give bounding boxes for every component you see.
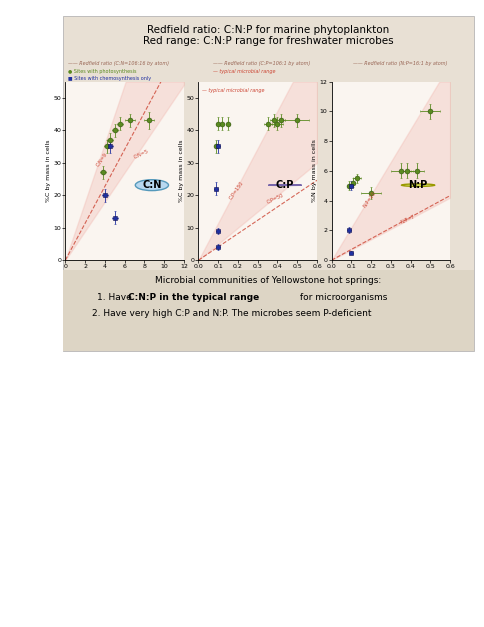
Text: — typical microbial range: — typical microbial range xyxy=(202,88,264,93)
Text: ■ Sites with chemosynthesis only: ■ Sites with chemosynthesis only xyxy=(68,76,151,81)
Text: C:P: C:P xyxy=(276,180,294,190)
Text: C:N=5: C:N=5 xyxy=(133,149,150,160)
Text: C:N:P in the typical range: C:N:P in the typical range xyxy=(128,293,259,302)
Text: C:N: C:N xyxy=(142,180,162,190)
Text: N:P: N:P xyxy=(408,180,428,190)
Circle shape xyxy=(136,180,168,191)
Text: —— Redfield ratio (C:P=106:1 by atom): —— Redfield ratio (C:P=106:1 by atom) xyxy=(213,61,310,66)
Text: —— Redfield ratio (C:N=106:16 by atom): —— Redfield ratio (C:N=106:16 by atom) xyxy=(68,61,169,66)
Y-axis label: %N by mass in cells: %N by mass in cells xyxy=(312,139,317,203)
Text: 2. Have very high C:P and N:P. The microbes seem P-deficient: 2. Have very high C:P and N:P. The micro… xyxy=(92,309,371,318)
Y-axis label: %C by mass in cells: %C by mass in cells xyxy=(45,140,50,202)
Text: Redfield ratio: C:N:P for marine phytoplankton: Redfield ratio: C:N:P for marine phytopl… xyxy=(148,25,390,35)
Circle shape xyxy=(402,184,435,186)
Text: C:P=150: C:P=150 xyxy=(228,181,245,201)
Text: — typical microbial range: — typical microbial range xyxy=(213,69,275,74)
Text: N:P=20: N:P=20 xyxy=(362,190,377,208)
Text: Red range: C:N:P range for freshwater microbes: Red range: C:N:P range for freshwater mi… xyxy=(143,36,394,46)
X-axis label: %P by mass in cells: %P by mass in cells xyxy=(227,272,288,277)
Text: C:N=9: C:N=9 xyxy=(95,152,109,167)
X-axis label: %N by mass in cells: %N by mass in cells xyxy=(93,272,156,277)
Text: C:P=50: C:P=50 xyxy=(266,192,285,204)
Text: —— Redfield ratio (N:P=16:1 by atom): —— Redfield ratio (N:P=16:1 by atom) xyxy=(353,61,448,66)
Text: Microbial communities of Yellowstone hot springs:: Microbial communities of Yellowstone hot… xyxy=(155,276,382,285)
Text: ● Sites with photosynthesis: ● Sites with photosynthesis xyxy=(68,69,136,74)
Text: 1. Have: 1. Have xyxy=(97,293,135,302)
Y-axis label: %C by mass in cells: %C by mass in cells xyxy=(179,140,183,202)
Text: for microorganisms: for microorganisms xyxy=(297,293,387,302)
X-axis label: %P by mass in cells: %P by mass in cells xyxy=(360,272,422,277)
Text: N:P=7: N:P=7 xyxy=(399,213,416,224)
